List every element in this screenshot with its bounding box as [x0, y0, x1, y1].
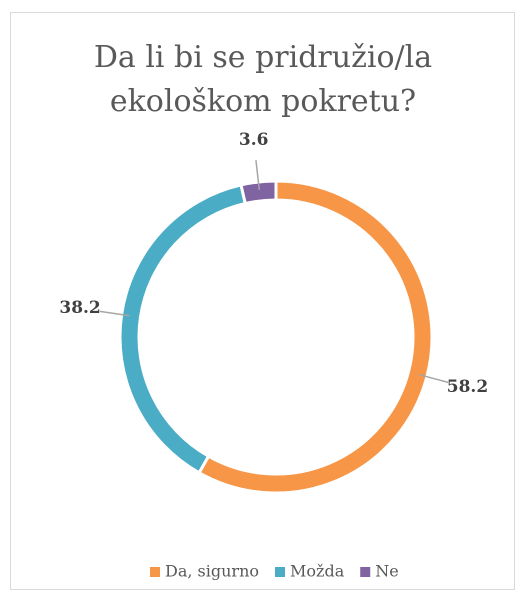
data-label: 38.2 — [59, 298, 100, 318]
legend-label: Možda — [290, 562, 345, 581]
legend-label: Ne — [375, 562, 398, 581]
legend-swatch — [275, 567, 285, 577]
donut-segment — [197, 179, 434, 495]
donut-segment — [118, 183, 248, 475]
leader-line — [255, 160, 261, 191]
data-label: 3.6 — [239, 130, 269, 150]
leader-line — [418, 373, 449, 384]
donut-segment — [239, 179, 278, 206]
legend-label: Da, sigurno — [165, 562, 259, 581]
chart-title: Da li bi se pridružio/la ekološkom pokre… — [93, 40, 433, 119]
leader-line — [99, 310, 130, 317]
chart-frame — [10, 12, 515, 590]
legend-swatch — [360, 567, 371, 577]
data-label: 58.2 — [447, 377, 488, 397]
legend-swatch — [150, 567, 160, 577]
